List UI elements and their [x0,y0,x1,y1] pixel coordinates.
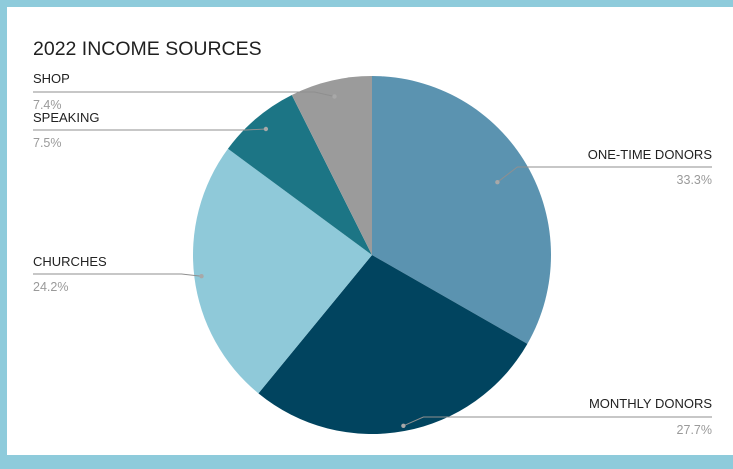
chart-title: 2022 INCOME SOURCES [33,38,262,60]
pie-chart: 2022 INCOME SOURCES ONE-TIME DONORS 33.3%… [33,38,712,437]
slice-label-shop: SHOP [33,71,70,86]
pie-slice-one-time-donors [372,76,551,344]
chart-panel: 2022 INCOME SOURCES ONE-TIME DONORS 33.3%… [7,7,733,455]
slice-value-speaking: 7.5% [33,136,62,150]
pie-slice-speaking [227,94,372,255]
slice-labels: ONE-TIME DONORS 33.3% MONTHLY DONORS 27.7% C… [33,71,712,437]
pie-slice-monthly-donors [258,255,528,435]
slice-value-shop: 7.4% [33,98,62,112]
slice-label-speaking: SPEAKING [33,110,99,125]
pie-slice-churches [192,148,372,394]
slice-value-one-time-donors: 33.3% [677,173,712,187]
leader-line-churches [33,273,202,277]
slice-value-churches: 24.2% [33,280,68,294]
slice-label-monthly-donors: MONTHLY DONORS [589,396,712,411]
pie-slice-shop [291,76,372,255]
leader-line-speaking [33,128,266,131]
leader-line-monthly-donors [403,416,712,427]
leader-dot-shop [332,94,337,99]
leader-dot-monthly-donors [401,423,406,428]
leader-line-shop [33,91,335,97]
pie-slices [192,76,551,435]
leader-dot-one-time-donors [495,180,500,185]
slice-value-monthly-donors: 27.7% [677,423,712,437]
leader-dot-churches [199,274,204,279]
leader-dot-speaking [263,126,269,132]
slice-label-one-time-donors: ONE-TIME DONORS [588,147,713,162]
slice-label-churches: CHURCHES [33,254,107,269]
leader-line-one-time-donors [497,166,712,183]
